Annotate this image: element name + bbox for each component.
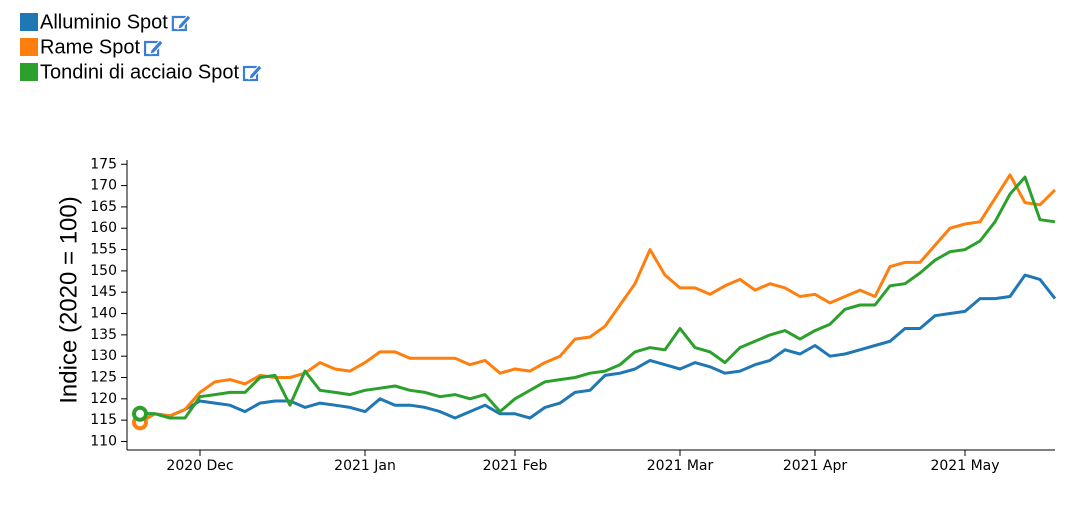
x-tick-label: 2020 Dec bbox=[166, 458, 233, 474]
legend-swatch bbox=[20, 13, 38, 31]
legend-swatch bbox=[20, 38, 38, 56]
edit-icon-pen bbox=[248, 64, 263, 80]
y-tick-label: 130 bbox=[90, 348, 117, 364]
edit-icon-pen bbox=[177, 14, 192, 30]
legend-swatch bbox=[20, 63, 38, 81]
start-marker bbox=[132, 405, 148, 422]
y-tick-label: 165 bbox=[90, 199, 117, 215]
y-tick-label: 175 bbox=[90, 156, 117, 172]
x-tick-label: 2021 Mar bbox=[647, 458, 714, 474]
x-tick-label: 2021 Apr bbox=[783, 458, 848, 474]
y-tick-label: 120 bbox=[90, 391, 117, 407]
x-tick-label: 2021 May bbox=[930, 458, 999, 474]
y-tick-label: 115 bbox=[90, 412, 117, 428]
edit-icon[interactable] bbox=[242, 64, 263, 82]
y-tick-label: 135 bbox=[90, 327, 117, 343]
series-line bbox=[139, 173, 1057, 424]
edit-icon[interactable] bbox=[143, 39, 164, 57]
y-tick-label: 170 bbox=[90, 178, 117, 194]
x-tick-label: 2021 Jan bbox=[334, 458, 396, 474]
y-tick-label: 140 bbox=[90, 306, 117, 322]
series-line bbox=[140, 273, 1057, 420]
edit-icon[interactable] bbox=[171, 14, 192, 32]
edit-icon-pen bbox=[149, 39, 164, 55]
y-tick-label: 155 bbox=[90, 242, 117, 258]
y-tick-label: 160 bbox=[90, 220, 117, 236]
series-line bbox=[140, 175, 1056, 420]
y-tick-label: 145 bbox=[90, 284, 117, 300]
y-tick-label: 125 bbox=[90, 370, 117, 386]
legend-label: Rame Spot bbox=[40, 36, 140, 58]
legend-label: Tondini di acciaio Spot bbox=[40, 61, 239, 83]
y-axis-title: Indice (2020 = 100) bbox=[55, 196, 82, 403]
legend-label: Alluminio Spot bbox=[40, 11, 168, 33]
y-tick-label: 150 bbox=[90, 263, 117, 279]
y-tick-label: 110 bbox=[90, 433, 117, 449]
x-tick-label: 2021 Feb bbox=[483, 458, 548, 474]
